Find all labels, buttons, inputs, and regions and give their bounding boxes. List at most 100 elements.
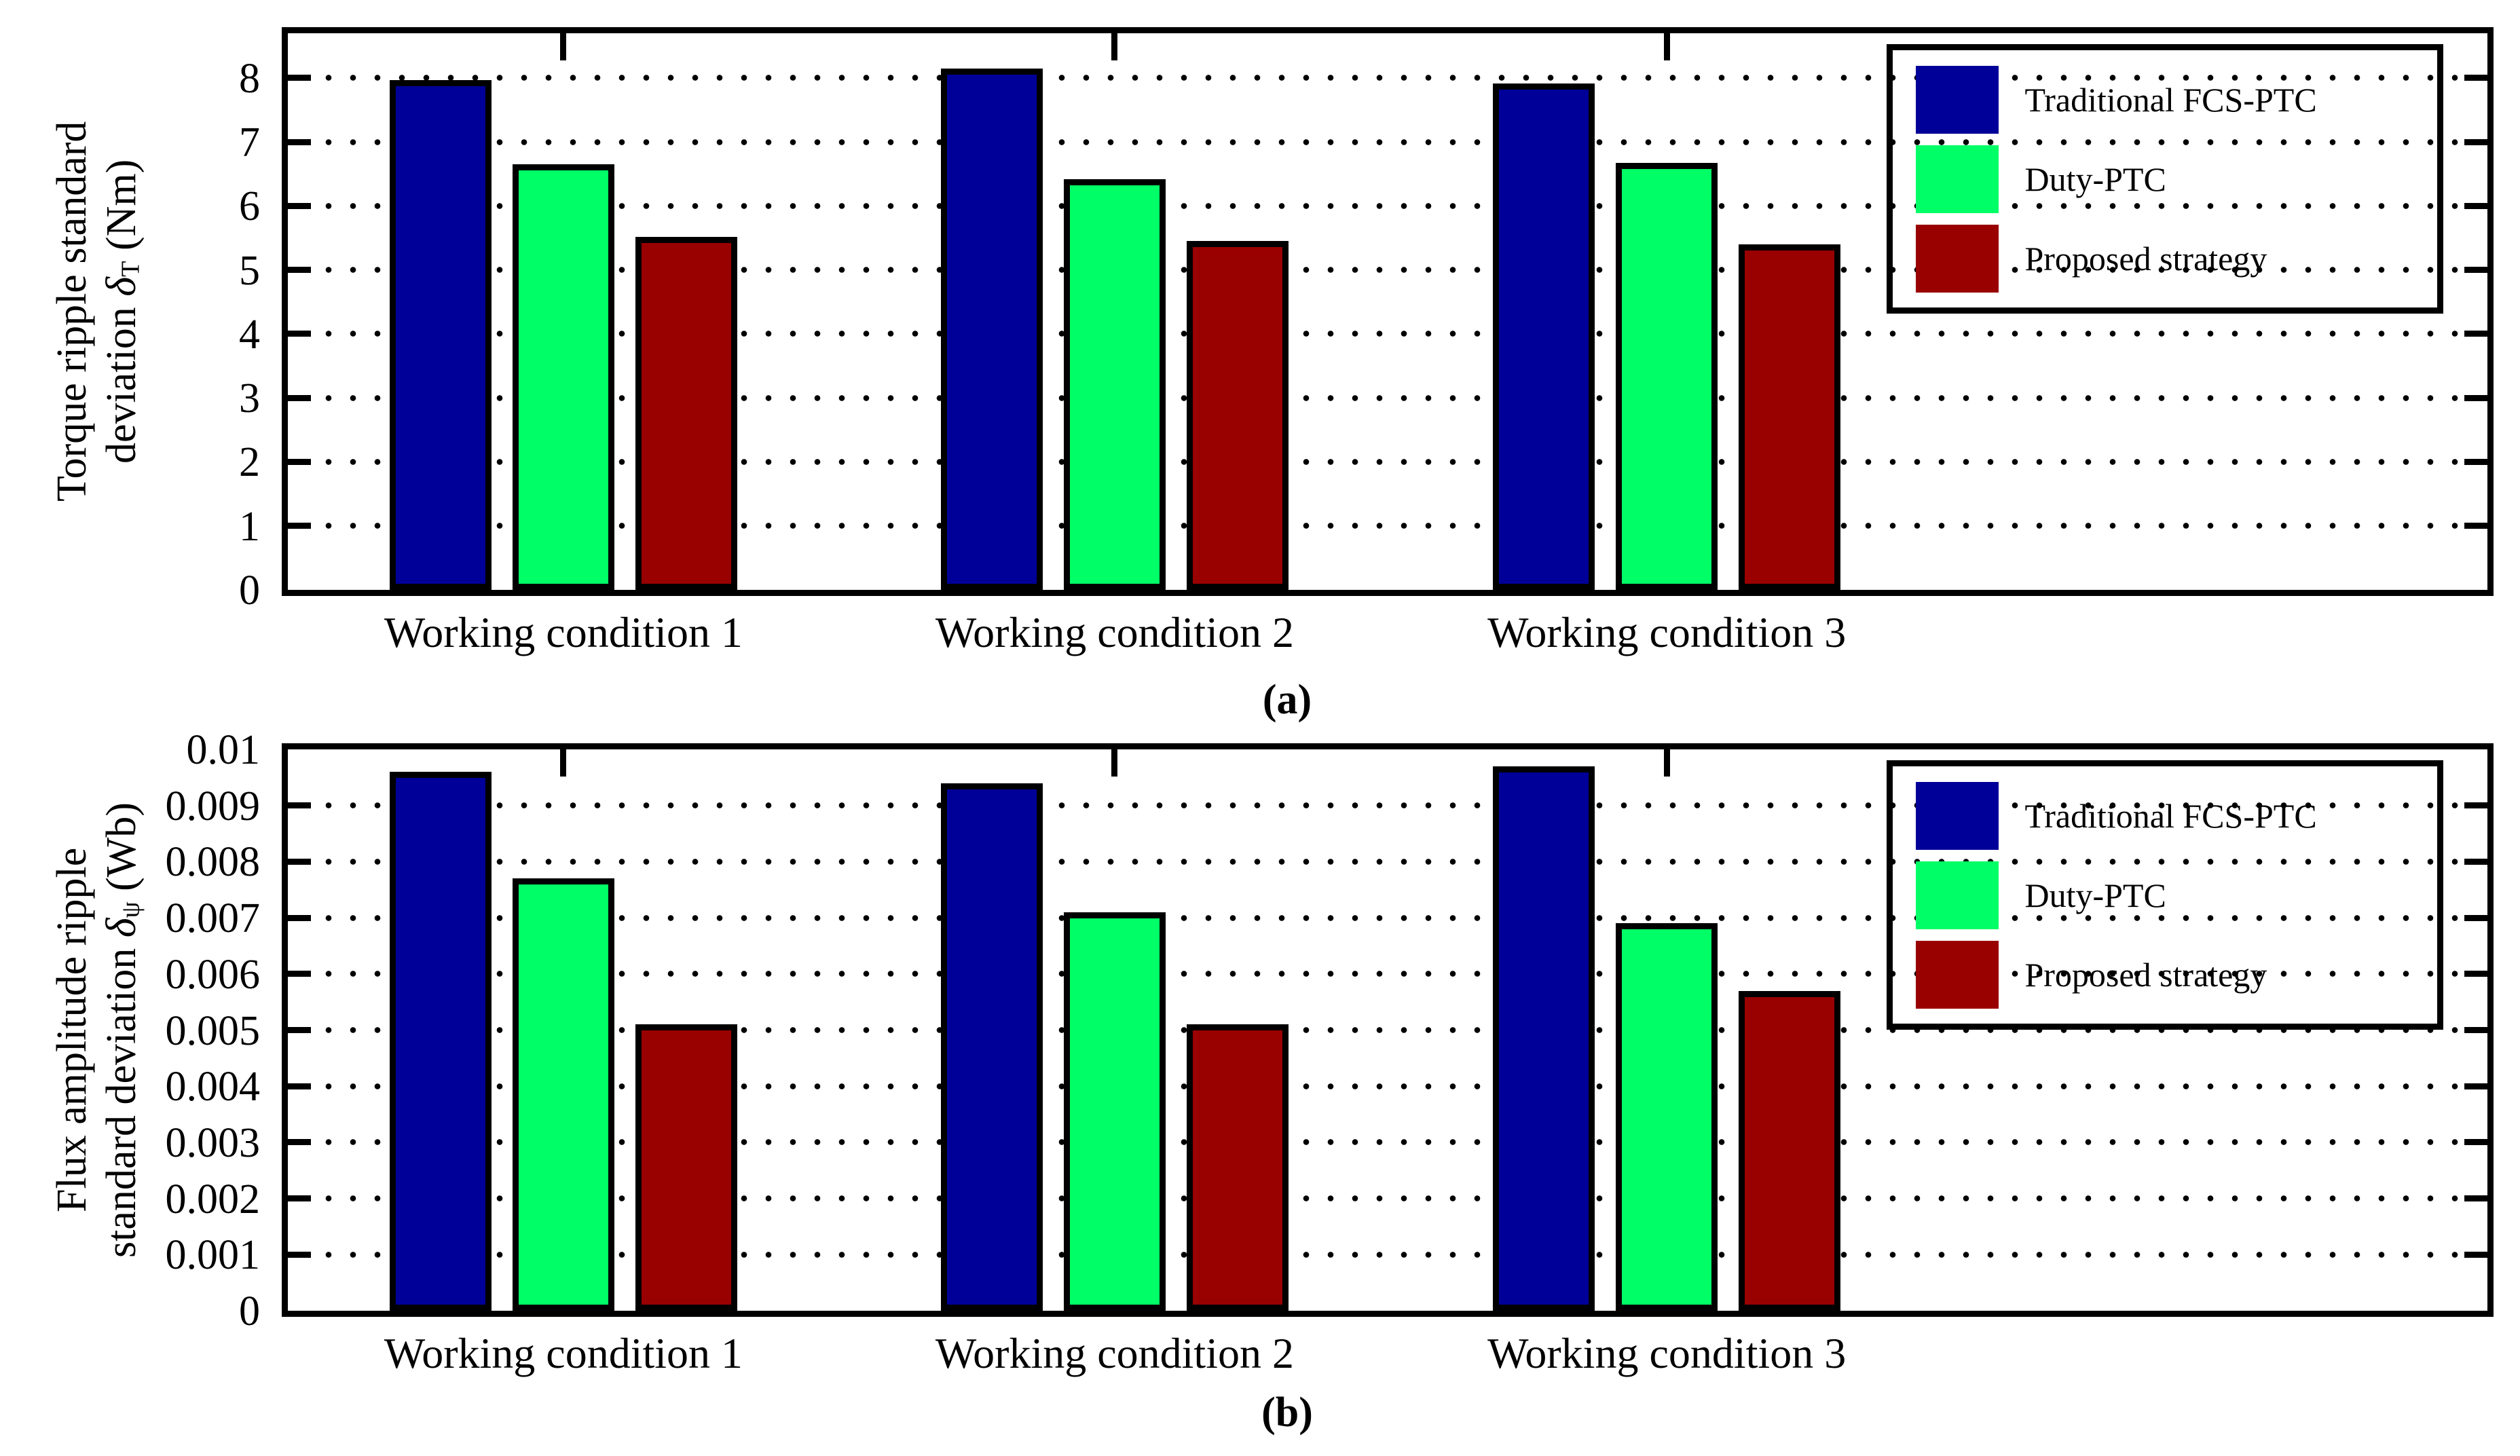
x-tick-mark: [1663, 749, 1670, 777]
y-tick-label: 8: [239, 55, 260, 102]
y-tick-label: 0.001: [165, 1232, 261, 1279]
y-tick-mark: [2464, 1195, 2487, 1202]
x-category-label: Working condition 3: [1487, 1329, 1847, 1377]
y-tick-label: 2: [239, 439, 260, 486]
y-tick-mark: [288, 802, 311, 809]
y-tick-mark: [2464, 138, 2487, 145]
legend-item: Proposed strategy: [1916, 940, 2430, 1009]
y-tick-label: 0.003: [165, 1119, 261, 1166]
x-category-label: Working condition 2: [935, 608, 1294, 656]
gridline: [288, 523, 2487, 529]
bar-duty-ptc-group1: [512, 164, 614, 590]
gridline: [288, 1083, 2487, 1089]
gridline: [288, 202, 2487, 209]
y-tick-mark: [288, 1027, 311, 1033]
x-tick-mark: [560, 33, 567, 60]
legend-swatch-icon: [1916, 781, 1999, 850]
legend-item: Traditional FCS-PTC: [1916, 781, 2430, 850]
legend-label: Proposed strategy: [2024, 239, 2267, 278]
legend-label: Duty-PTC: [2024, 876, 2166, 914]
gridline: [288, 1195, 2487, 1202]
gridline: [288, 75, 2487, 81]
y-tick-label: 0.009: [165, 783, 261, 829]
bar-proposed-strategy-group3: [1739, 244, 1841, 590]
bar-duty-ptc-group2: [1063, 179, 1166, 590]
bar-traditional-fcs-ptc-group1: [389, 79, 492, 590]
y-tick-mark: [2464, 1251, 2487, 1258]
bar-duty-ptc-group3: [1616, 163, 1718, 590]
y-tick-mark: [288, 1251, 311, 1258]
y-tick-mark: [2464, 75, 2487, 81]
y-tick-mark: [2464, 971, 2487, 977]
panel-a-label: (a): [1262, 677, 1312, 723]
bar-traditional-fcs-ptc-group2: [940, 68, 1043, 590]
plot-inner-a: Traditional FCS-PTC Duty-PTC Proposed stra…: [288, 33, 2487, 590]
bar-proposed-strategy-group2: [1187, 1024, 1289, 1311]
y-tick-mark: [2464, 458, 2487, 465]
y-tick-label: 0.005: [165, 1007, 261, 1054]
y-tick-mark: [288, 202, 311, 209]
x-tick-mark: [1663, 33, 1670, 60]
y-tick-label: 1: [239, 503, 260, 550]
x-tick-mark: [560, 749, 567, 777]
legend-label: Duty-PTC: [2024, 160, 2166, 198]
bar-proposed-strategy-group1: [635, 236, 738, 590]
y-tick-mark: [2464, 914, 2487, 921]
y-tick-label: 0.01: [186, 727, 261, 773]
y-tick-mark: [288, 267, 311, 274]
x-category-label: Working condition 1: [384, 608, 743, 656]
x-category-label: Working condition 2: [935, 1329, 1294, 1377]
panel-b-label: (b): [1261, 1389, 1313, 1436]
legend-swatch-icon: [1916, 861, 1999, 929]
legend-item: Duty-PTC: [1916, 145, 2430, 213]
y-tick-label: 0.004: [165, 1064, 261, 1110]
x-tick-mark: [1111, 749, 1118, 777]
x-category-label: Working condition 1: [384, 1329, 743, 1377]
legend: Traditional FCS-PTC Duty-PTC Proposed stra…: [1887, 760, 2444, 1030]
y-tick-mark: [288, 1083, 311, 1089]
y-tick-label: 0.007: [165, 895, 261, 942]
legend-swatch-icon: [1916, 940, 1999, 1009]
y-tick-label: 4: [239, 311, 260, 358]
y-tick-mark: [288, 914, 311, 921]
bar-duty-ptc-group2: [1063, 912, 1166, 1311]
y-tick-mark: [288, 1195, 311, 1202]
y-tick-mark: [2464, 331, 2487, 337]
y-tick-label: 6: [239, 183, 260, 230]
x-tick-mark: [1111, 33, 1118, 60]
legend-label: Traditional FCS-PTC: [2024, 80, 2317, 119]
y-tick-mark: [288, 331, 311, 337]
y-tick-label: 3: [239, 375, 260, 422]
plot-area-a: Traditional FCS-PTC Duty-PTC Proposed stra…: [282, 27, 2494, 596]
bar-traditional-fcs-ptc-group1: [389, 772, 492, 1311]
legend-label: Proposed strategy: [2024, 955, 2267, 994]
y-tick-mark: [288, 971, 311, 977]
legend-label: Traditional FCS-PTC: [2024, 796, 2317, 835]
legend-swatch-icon: [1916, 224, 1999, 293]
bar-proposed-strategy-group2: [1187, 241, 1289, 590]
legend-item: Proposed strategy: [1916, 224, 2430, 293]
y-tick-label: 0.002: [165, 1176, 261, 1222]
y-tick-mark: [2464, 858, 2487, 865]
gridline: [288, 858, 2487, 865]
y-tick-mark: [2464, 1083, 2487, 1089]
legend-swatch-icon: [1916, 145, 1999, 213]
gridline: [288, 267, 2487, 274]
legend-item: Duty-PTC: [1916, 861, 2430, 929]
legend-swatch-icon: [1916, 65, 1999, 134]
y-tick-mark: [2464, 1139, 2487, 1146]
legend-item: Traditional FCS-PTC: [1916, 65, 2430, 134]
gridline: [288, 458, 2487, 465]
y-tick-mark: [288, 1139, 311, 1146]
y-tick-mark: [2464, 1027, 2487, 1033]
y-tick-mark: [2464, 267, 2487, 274]
y-tick-label: 0.008: [165, 839, 261, 886]
bar-duty-ptc-group1: [512, 878, 614, 1311]
plot-inner-b: Traditional FCS-PTC Duty-PTC Proposed stra…: [288, 749, 2487, 1311]
bar-proposed-strategy-group1: [635, 1024, 738, 1311]
x-category-label: Working condition 3: [1487, 608, 1847, 656]
y-tick-label: 0: [239, 567, 260, 614]
bar-proposed-strategy-group3: [1739, 990, 1841, 1311]
y-tick-mark: [2464, 802, 2487, 809]
